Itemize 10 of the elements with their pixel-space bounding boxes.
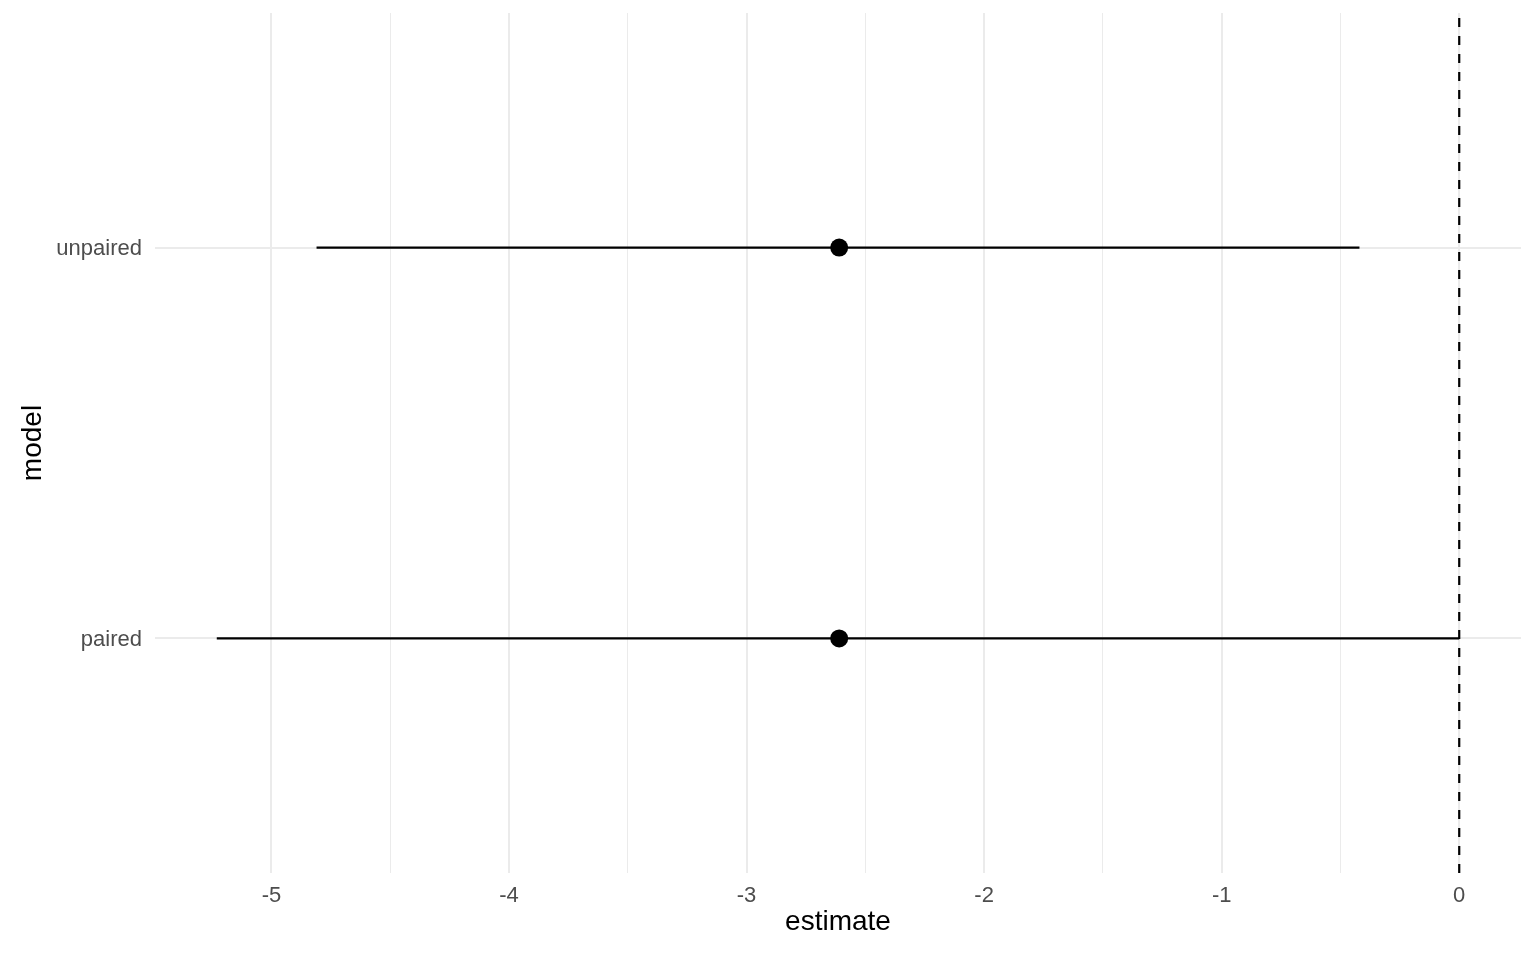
x-tick-label: -3	[736, 882, 757, 907]
x-axis-title: estimate	[785, 905, 891, 937]
x-tick-label: -5	[261, 882, 282, 907]
x-tick-label: -4	[499, 882, 519, 907]
y-tick-label: paired	[80, 626, 142, 652]
x-tick-label: -2	[974, 882, 994, 907]
x-tick-label: 0	[1453, 882, 1466, 907]
y-axis-title: model	[16, 404, 48, 482]
y-tick-label: unpaired	[56, 235, 142, 261]
x-tick-label: -1	[1211, 882, 1232, 907]
